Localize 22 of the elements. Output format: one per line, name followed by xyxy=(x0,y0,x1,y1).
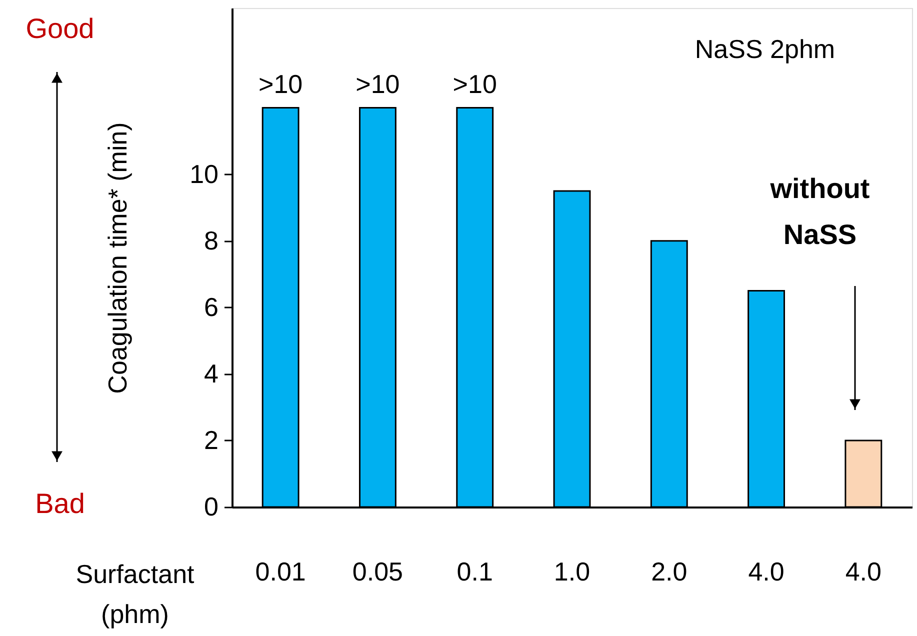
y-tick-label: 10 xyxy=(190,158,218,189)
y-axis-title: Coagulation time* (min) xyxy=(102,122,133,394)
x-tick-label: 0.1 xyxy=(456,556,493,586)
y-tick-label: 4 xyxy=(204,358,218,388)
x-tick-label: 0.01 xyxy=(255,556,306,586)
y-tick-label: 8 xyxy=(204,225,218,256)
x-axis-title: Surfactant (phm) xyxy=(76,559,196,629)
x-tick-label: 4.0 xyxy=(845,556,882,586)
data-label: >10 xyxy=(356,68,400,99)
x-tick-label: 0.05 xyxy=(352,556,404,586)
annotation: NaSS 2phm xyxy=(694,34,836,64)
x-tick-label: 1.0 xyxy=(554,556,590,586)
text: Bad xyxy=(35,488,85,519)
data-label: >10 xyxy=(452,68,497,99)
y-tick-label: 0 xyxy=(204,492,218,522)
text: Good xyxy=(26,13,94,44)
data-label: >10 xyxy=(258,68,303,99)
y-tick-label: 6 xyxy=(204,292,218,322)
annotation: without NaSS xyxy=(769,173,870,250)
y-tick-label: 2 xyxy=(204,424,218,455)
x-tick-label: 2.0 xyxy=(651,556,688,586)
x-tick-label: 4.0 xyxy=(748,556,784,586)
